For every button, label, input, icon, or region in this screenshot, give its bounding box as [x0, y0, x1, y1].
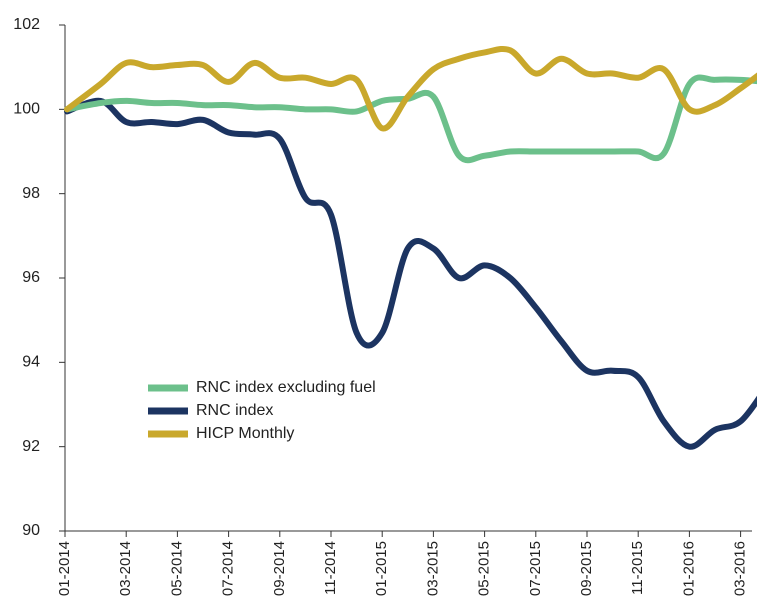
- y-tick-label: 98: [22, 185, 40, 202]
- x-tick-label: 01-2014: [56, 541, 73, 596]
- x-tick-label: 03-2016: [732, 541, 749, 596]
- y-tick-label: 90: [22, 522, 40, 539]
- x-tick-label: 09-2015: [578, 541, 595, 596]
- y-tick-label: 94: [22, 354, 40, 371]
- x-tick-label: 07-2014: [220, 541, 237, 596]
- legend-label: RNC index: [196, 402, 273, 419]
- x-tick-label: 05-2015: [476, 541, 493, 596]
- line-series: [64, 45, 757, 132]
- x-tick-label: 11-2015: [629, 541, 646, 595]
- x-tick-label: 09-2014: [271, 541, 288, 596]
- x-tick-label: 03-2014: [117, 541, 134, 596]
- legend-label: HICP Monthly: [196, 425, 294, 442]
- y-tick-label: 100: [13, 101, 40, 118]
- x-tick-label: 07-2015: [527, 541, 544, 596]
- line-series: [64, 74, 757, 164]
- y-tick-label: 102: [13, 16, 40, 33]
- line-series: [64, 97, 757, 450]
- x-tick-label: 11-2014: [322, 541, 339, 595]
- x-tick-label: 01-2016: [680, 541, 697, 596]
- x-tick-label: 01-2015: [373, 541, 390, 596]
- x-tick-label: 05-2014: [168, 541, 185, 596]
- x-tick-label: 03-2015: [424, 541, 441, 596]
- legend-label: RNC index excluding fuel: [196, 379, 376, 396]
- y-tick-label: 96: [22, 269, 40, 286]
- y-tick-label: 92: [22, 438, 40, 455]
